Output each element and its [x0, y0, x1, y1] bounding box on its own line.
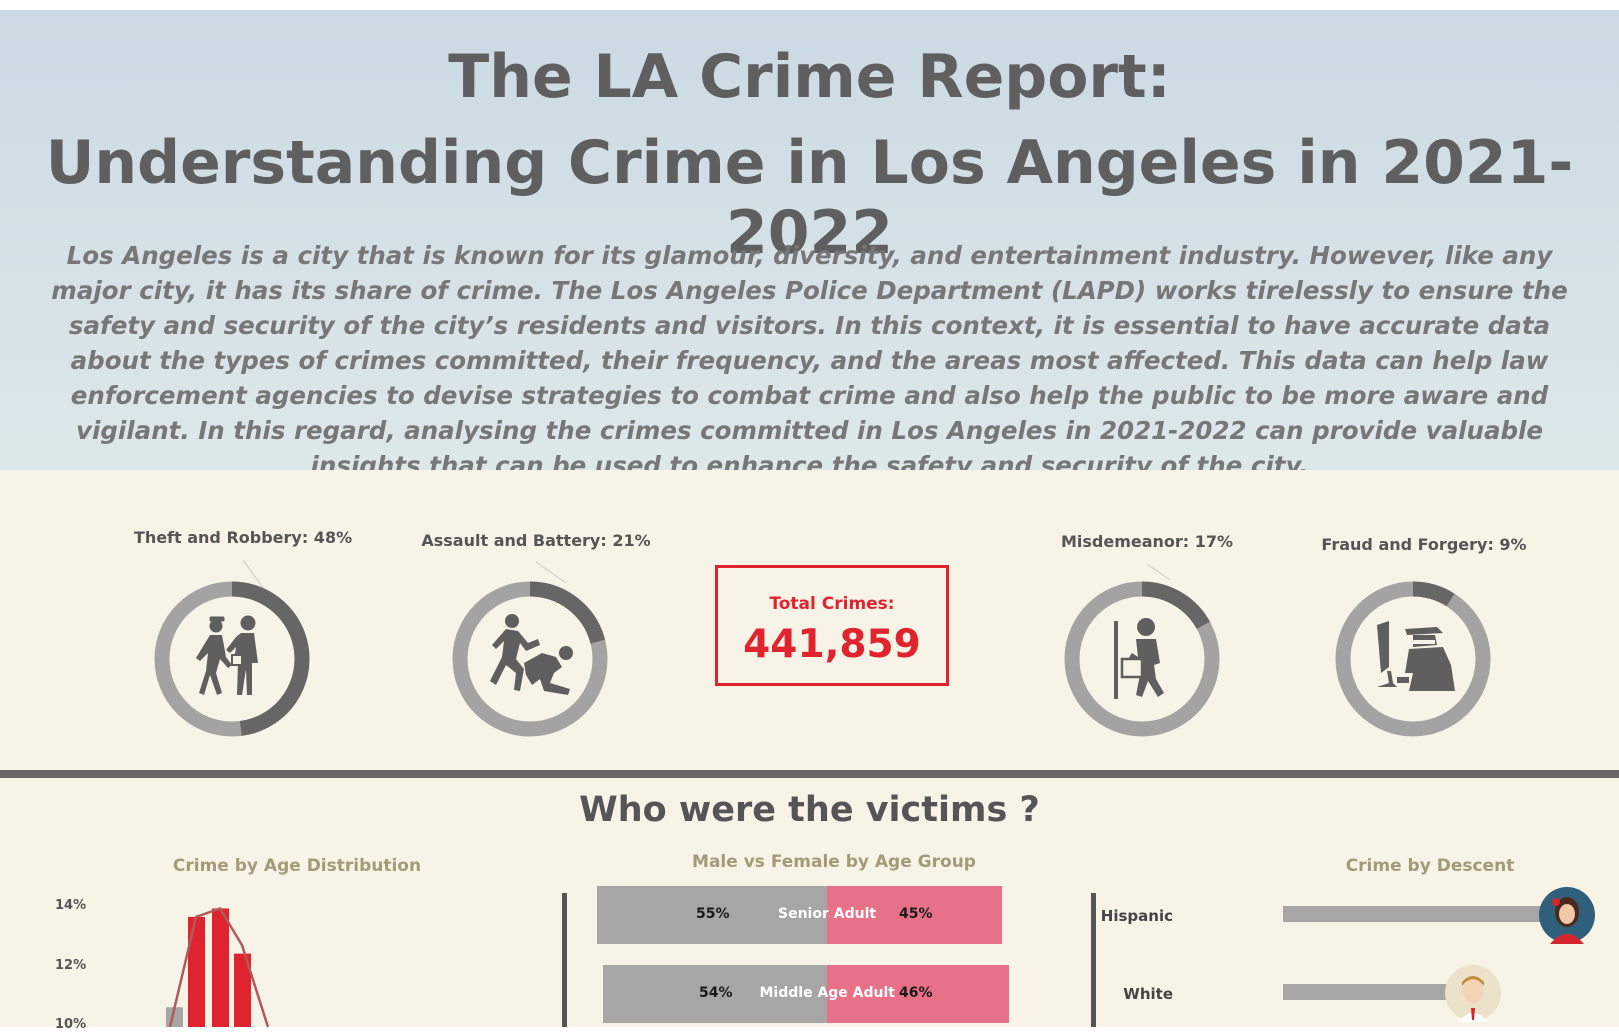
female-bar	[827, 965, 1009, 1023]
descent-label: White	[1123, 985, 1173, 1003]
divider-right	[1091, 893, 1096, 1027]
gender-row: 54% 46% Middle Age Adult	[603, 965, 1009, 1023]
male-bar	[603, 965, 827, 1023]
donut-slice	[529, 581, 606, 644]
page-subtitle: Understanding Crime in Los Angeles in 20…	[45, 128, 1574, 268]
age-tick: 12%	[55, 958, 87, 973]
header-banner	[0, 10, 1619, 470]
victims-title: Who were the victims ?	[579, 790, 1040, 830]
age-bar	[234, 953, 251, 1027]
leader-line-misdemeanor	[1146, 563, 1171, 581]
gender-row: 55% 45% Senior Adult	[597, 886, 1002, 944]
descent-label: Hispanic	[1100, 907, 1173, 925]
total-crimes-card: Total Crimes: 441,859	[715, 565, 949, 686]
female-pct: 45%	[899, 906, 933, 922]
gender-chart-title: Male vs Female by Age Group	[692, 852, 976, 872]
kpi-label-assault: Assault and Battery: 21%	[421, 531, 651, 550]
age-trend-line	[168, 906, 270, 1027]
leader-line-assault	[535, 561, 567, 584]
theft-icon	[196, 615, 258, 695]
female-bar	[827, 886, 1002, 944]
donut-misdemeanor	[1064, 581, 1220, 737]
age-group-label: Middle Age Adult	[759, 985, 895, 1001]
total-crimes-label: Total Crimes:	[769, 594, 895, 614]
intro-paragraph: Los Angeles is a city that is known for …	[51, 241, 1568, 480]
white-avatar	[1445, 965, 1501, 1022]
male-bar	[597, 886, 827, 944]
fraud-icon	[1377, 621, 1455, 691]
donut-fraud	[1335, 581, 1491, 737]
age-group-label: Senior Adult	[778, 906, 877, 922]
descent-bar	[1283, 906, 1545, 922]
kpi-label-theft: Theft and Robbery: 48%	[133, 528, 353, 547]
age-bar	[212, 908, 229, 1027]
female-pct: 46%	[899, 985, 933, 1001]
page-title: The LA Crime Report:	[448, 42, 1171, 112]
male-pct: 55%	[696, 906, 730, 922]
donut-slice	[1141, 581, 1210, 630]
assault-icon	[490, 614, 573, 695]
section-divider	[0, 770, 1619, 778]
hispanic-avatar	[1539, 887, 1595, 944]
age-tick: 14%	[55, 898, 87, 913]
age-bar	[188, 916, 205, 1027]
descent-chart-title: Crime by Descent	[1345, 856, 1515, 876]
age-distribution-chart	[166, 906, 270, 1027]
divider-left	[562, 893, 567, 1027]
misdemeanor-icon	[1114, 618, 1164, 699]
age-chart-title: Crime by Age Distribution	[172, 856, 422, 876]
age-tick: 10%	[55, 1017, 87, 1032]
donut-slice	[1412, 581, 1455, 607]
male-pct: 54%	[699, 985, 733, 1001]
donut-theft	[154, 581, 310, 737]
donut-assault	[452, 581, 608, 737]
total-crimes-value: 441,859	[743, 622, 921, 667]
donut-slice	[231, 581, 310, 736]
descent-bar	[1283, 984, 1449, 1000]
kpi-label-misdemeanor: Misdemeanor: 17%	[1060, 532, 1234, 551]
kpi-label-fraud: Fraud and Forgery: 9%	[1321, 535, 1527, 554]
